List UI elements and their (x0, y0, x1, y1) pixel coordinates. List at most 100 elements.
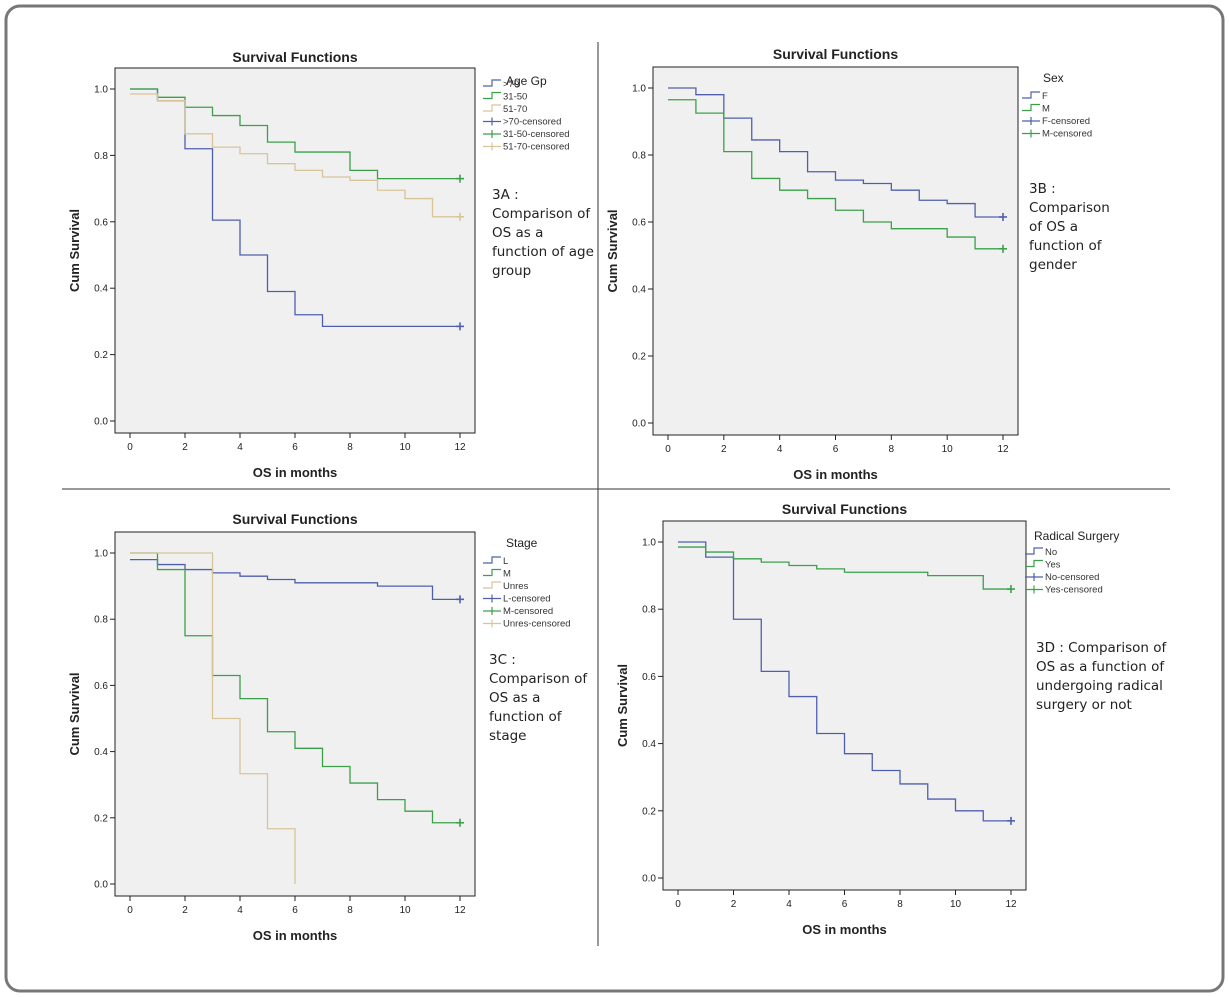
x-tick-label: 8 (889, 444, 895, 455)
legend-entry: Unres-censored (503, 619, 571, 630)
series-line-M (130, 552, 460, 824)
y-tick-label: 1.0 (642, 538, 656, 549)
x-tick-label: 12 (997, 444, 1009, 455)
plot-area (114, 67, 476, 434)
y-tick-label: 0.4 (94, 747, 108, 758)
caption-3a: 3A : Comparison of OS as a function of a… (492, 187, 594, 279)
y-tick-label: 0.2 (94, 813, 108, 824)
legend-swatch (483, 581, 501, 589)
series-line-Unres (130, 552, 296, 884)
series-line-No (678, 541, 1011, 822)
series-line-Yes (678, 546, 1011, 590)
x-tick-label: 0 (127, 442, 133, 453)
x-tick-label: 0 (675, 899, 681, 910)
legend-entry: 31-50 (503, 92, 527, 103)
y-tick-label: 0.0 (642, 874, 656, 885)
legend-entry: M-censored (1042, 129, 1092, 140)
y-tick-label: 0.4 (94, 284, 108, 295)
y-tick-label: 1.0 (94, 549, 108, 560)
y-axis-label: Cum Survival (605, 209, 620, 292)
legend-swatch (1025, 547, 1043, 555)
legend-swatch (1025, 559, 1043, 568)
y-tick-label: 0.0 (94, 880, 108, 891)
legend-entry: M-censored (503, 606, 553, 617)
x-tick-label: 6 (833, 444, 839, 455)
x-tick-label: 8 (897, 899, 903, 910)
x-tick-label: 8 (347, 905, 353, 916)
legend-entry: L (503, 556, 508, 567)
y-tick-label: 0.6 (642, 672, 656, 683)
series-line-5170 (130, 93, 460, 218)
x-tick-label: 12 (454, 442, 466, 453)
legend-swatch (483, 556, 501, 564)
y-tick-label: 0.8 (94, 151, 108, 162)
x-tick-label: 0 (665, 444, 671, 455)
chart-panel-0: Survival Functions 0 2 4 6 8 10 12 0.0 0.2 0.4 0.6 0… (67, 49, 570, 480)
chart-title: Survival Functions (232, 511, 357, 527)
chart-panel-2: Survival Functions 0 2 4 6 8 10 12 0.0 0.2 0.4 0.6 0… (67, 511, 571, 943)
x-axis-label: OS in months (802, 922, 887, 937)
legend-entry: F (1042, 91, 1048, 102)
x-tick-label: 4 (777, 444, 783, 455)
y-tick-label: 0.4 (632, 285, 646, 296)
x-tick-label: 6 (842, 899, 848, 910)
chart-title: Survival Functions (232, 49, 357, 65)
y-tick-label: 0.6 (632, 218, 646, 229)
legend-entry: >70 (503, 79, 519, 90)
x-tick-label: 2 (182, 442, 188, 453)
x-tick-label: 12 (454, 905, 466, 916)
x-tick-label: 10 (950, 899, 962, 910)
legend-entry: M (1042, 104, 1050, 115)
legend-swatch (1022, 91, 1040, 99)
charts-layer: Survival Functions 0 2 4 6 8 10 12 0.0 0.2 0.4 0.6 0… (67, 46, 1119, 943)
legend-entry: M (503, 569, 511, 580)
x-tick-label: 10 (399, 905, 411, 916)
y-tick-label: 0.0 (94, 417, 108, 428)
y-tick-label: 0.2 (632, 352, 646, 363)
x-tick-label: 0 (127, 905, 133, 916)
caption-3c: 3C : Comparison of OS as a function of s… (489, 652, 588, 744)
chart-panel-3: Survival Functions 0 2 4 6 8 10 12 0.0 0.2 0.4 0.6 0… (615, 501, 1119, 937)
legend-entry: No (1045, 547, 1057, 558)
legend-entry: L-censored (503, 594, 551, 605)
x-tick-label: 10 (399, 442, 411, 453)
legend-swatch (483, 91, 501, 100)
legend-title: Age Gp (506, 74, 547, 88)
legend-entry: F-censored (1042, 116, 1090, 127)
plot-area (662, 520, 1027, 891)
x-tick-label: 4 (786, 899, 792, 910)
series-line-L (130, 558, 460, 600)
x-tick-label: 2 (721, 444, 727, 455)
y-tick-label: 0.6 (94, 217, 108, 228)
legend-entry: 31-50-censored (503, 129, 570, 140)
y-tick-label: 0.2 (94, 350, 108, 361)
legend-swatch (483, 568, 501, 577)
caption-3b: 3B : Comparison of OS a function of gend… (1029, 181, 1110, 273)
x-axis-label: OS in months (793, 467, 878, 482)
x-tick-label: 6 (292, 905, 298, 916)
legend-title: Sex (1043, 71, 1064, 85)
x-tick-label: 4 (237, 905, 243, 916)
x-tick-label: 4 (237, 442, 243, 453)
legend-title: Stage (506, 536, 538, 550)
y-axis-label: Cum Survival (615, 664, 630, 747)
legend-swatch (483, 104, 501, 112)
x-axis-label: OS in months (253, 928, 338, 943)
y-tick-label: 1.0 (94, 85, 108, 96)
x-tick-label: 2 (731, 899, 737, 910)
legend-entry: >70-censored (503, 117, 561, 128)
y-axis-label: Cum Survival (67, 209, 82, 292)
y-axis-label: Cum Survival (67, 672, 82, 755)
y-tick-label: 0.4 (642, 739, 656, 750)
y-tick-label: 0.6 (94, 681, 108, 692)
chart-title: Survival Functions (782, 501, 907, 517)
series-line-M (668, 99, 1003, 250)
legend-entry: Yes (1045, 560, 1061, 571)
chart-title: Survival Functions (773, 46, 898, 62)
y-tick-label: 0.0 (632, 419, 646, 430)
legend-entry: No-censored (1045, 572, 1099, 583)
y-tick-label: 0.8 (632, 151, 646, 162)
legend-entry: Yes-censored (1045, 585, 1103, 596)
legend-swatch (1022, 103, 1040, 112)
